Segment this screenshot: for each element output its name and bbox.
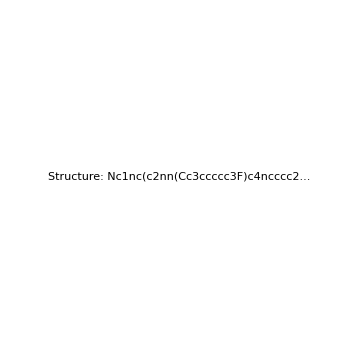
Text: Structure: Nc1nc(c2nn(Cc3ccccc3F)c4ncccc2...: Structure: Nc1nc(c2nn(Cc3ccccc3F)c4ncccc…: [48, 172, 310, 182]
